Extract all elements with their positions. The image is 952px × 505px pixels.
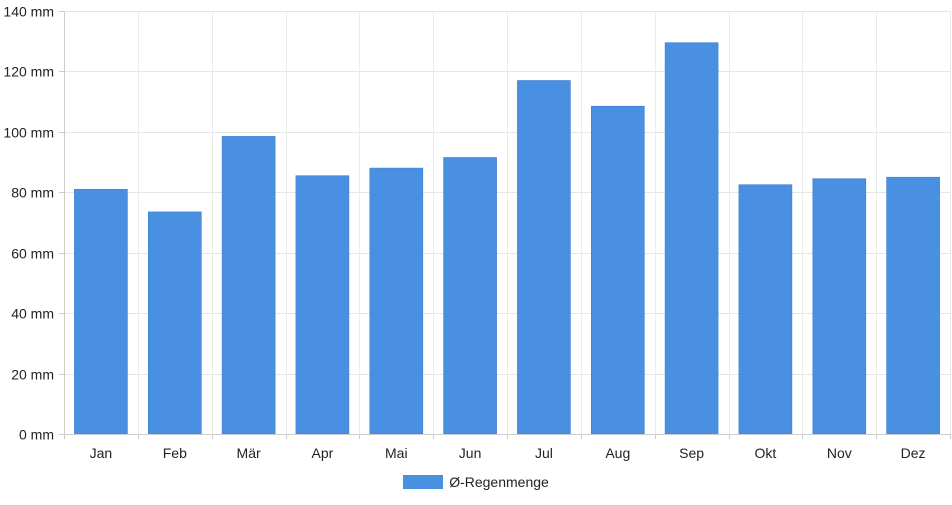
legend-label[interactable]: Ø-Regenmenge <box>449 474 549 490</box>
bar-feb <box>148 211 202 435</box>
x-tick-label: Mai <box>385 445 408 461</box>
y-tick-label: 80 mm <box>11 185 54 201</box>
bar-mai <box>369 167 424 435</box>
y-tick-label: 120 mm <box>3 64 54 80</box>
axes <box>59 11 951 439</box>
y-tick-label: 60 mm <box>11 246 54 262</box>
x-tick-label: Okt <box>755 445 777 461</box>
bars <box>74 42 940 435</box>
x-tick-label: Dez <box>901 445 926 461</box>
bar-aug <box>590 105 645 435</box>
x-tick-label: Jun <box>459 445 482 461</box>
x-tick-label: Jan <box>90 445 113 461</box>
bar-apr <box>295 175 350 435</box>
x-tick-label: Sep <box>679 445 704 461</box>
y-tick-label: 0 mm <box>19 427 54 443</box>
x-tick-labels: Jan Feb Mär Apr Mai Jun Jul Aug Sep Okt Nov Dez <box>90 445 926 461</box>
bar-sep <box>664 42 719 435</box>
bar-jul <box>517 80 571 435</box>
bar-okt <box>738 184 793 435</box>
bar-dez <box>886 176 940 435</box>
x-tick-label: Aug <box>605 445 630 461</box>
x-tick-label: Nov <box>827 445 852 461</box>
bar-nov <box>812 178 867 435</box>
y-tick-label: 100 mm <box>3 125 54 141</box>
x-tick-label: Feb <box>163 445 187 461</box>
y-tick-label: 20 mm <box>11 367 54 383</box>
grid-lines <box>64 11 951 434</box>
bar-jan <box>74 189 128 435</box>
x-tick-label: Mär <box>237 445 261 461</box>
y-tick-labels: 0 mm 20 mm 40 mm 60 mm 80 mm 100 mm 120 mm 140 … <box>3 4 54 443</box>
y-tick-label: 140 mm <box>3 4 54 20</box>
bar-jun <box>443 157 497 435</box>
x-tick-label: Jul <box>535 445 553 461</box>
y-tick-label: 40 mm <box>11 306 54 322</box>
legend-swatch[interactable] <box>403 475 444 489</box>
bar-mär <box>221 136 276 435</box>
legend[interactable]: Ø-Regenmenge <box>0 472 952 492</box>
x-tick-label: Apr <box>312 445 334 461</box>
